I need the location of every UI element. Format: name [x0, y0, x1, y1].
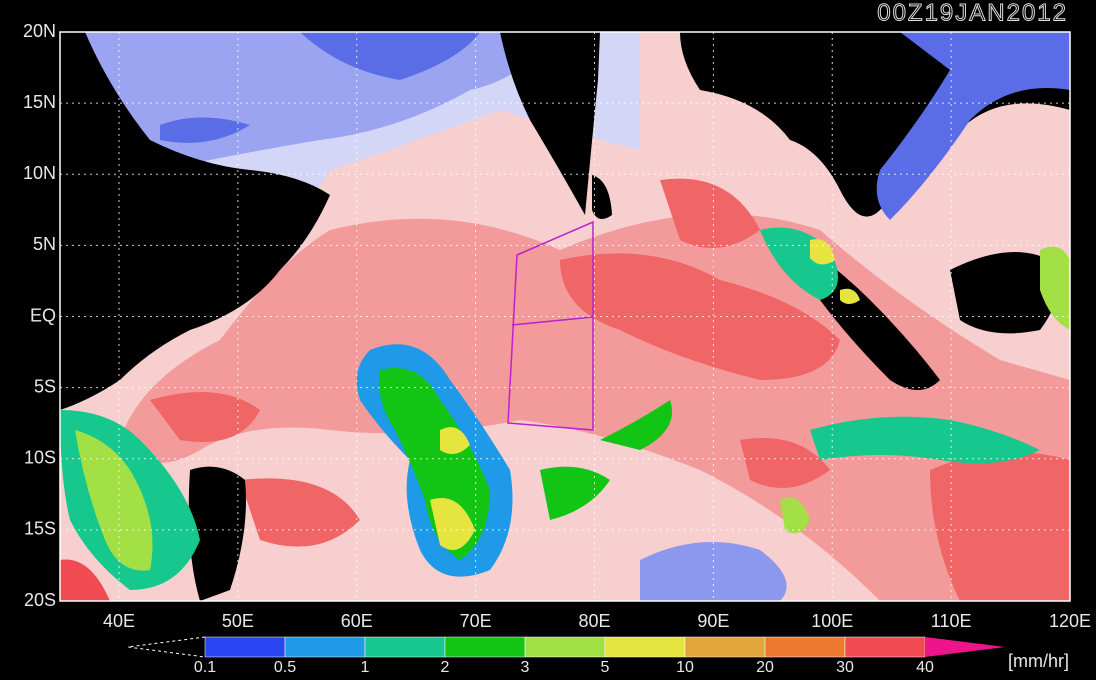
colorbar-segment: [364, 636, 446, 658]
south-china-sea: [876, 32, 1070, 220]
lat-label: 10N: [23, 163, 56, 183]
colorbar-segment: [844, 636, 926, 658]
india: [500, 32, 600, 215]
lat-label: 15S: [24, 519, 56, 539]
timestamp: 00Z19JAN2012: [877, 0, 1068, 26]
lon-label: 120E: [1049, 611, 1091, 631]
colorbar-label: 3: [521, 659, 530, 676]
colorbar-segment: [524, 636, 606, 658]
map-field: [60, 32, 1070, 601]
region-box: [507, 220, 594, 431]
lon-label: 100E: [811, 611, 853, 631]
lat-label: 5N: [33, 234, 56, 254]
under-triangle: [127, 636, 206, 658]
lat-label: EQ: [30, 305, 56, 325]
borneo: [950, 252, 1058, 334]
colorbar-label: 0.5: [274, 659, 296, 676]
colorbar-segment: [764, 636, 846, 658]
lat-label: 20N: [23, 21, 56, 41]
colorbar-unit: [mm/hr]: [1008, 651, 1069, 671]
colorbar-label: 20: [756, 659, 774, 676]
grid: [60, 32, 1070, 601]
colorbar-label: 2: [441, 659, 450, 676]
colorbar-label: 0.1: [194, 659, 216, 676]
south-blue-zone: [640, 542, 787, 601]
heavy-rain: [150, 178, 1070, 601]
lon-label: 60E: [341, 611, 373, 631]
sri-lanka: [592, 175, 612, 219]
colorbar-label: 5: [601, 659, 610, 676]
colorbar-label: 40: [916, 659, 934, 676]
colorbar-label: 10: [676, 659, 694, 676]
lat-label: 15N: [23, 92, 56, 112]
madagascar: [188, 466, 246, 601]
colorbar-segment: [284, 636, 366, 658]
lon-label: 50E: [222, 611, 254, 631]
lon-label: 80E: [578, 611, 610, 631]
convective-rain: [60, 227, 1070, 601]
colorbar-segment: [444, 636, 526, 658]
colorbar-label: 30: [836, 659, 854, 676]
lon-label: 90E: [697, 611, 729, 631]
over-triangle: [925, 637, 1005, 657]
lon-label: 70E: [460, 611, 492, 631]
lat-label: 10S: [24, 448, 56, 468]
colorbar-segment: [604, 636, 686, 658]
colorbar-segment: [684, 636, 766, 658]
lat-label: 5S: [34, 376, 56, 396]
colorbar-segment: [204, 636, 286, 658]
colorbar: 0.1 0.5 1 2 3 5 10 20 30 40: [127, 636, 1005, 676]
axis-labels: 20N 15N 10N 5N EQ 5S 10S 15S 20S 40E 50E 60E 70E 80E 9…: [23, 21, 1091, 631]
lon-label: 110E: [931, 611, 972, 631]
lat-label: 20S: [24, 590, 56, 610]
lon-label: 40E: [103, 611, 135, 631]
africa-arabia: [60, 32, 330, 410]
dark-blue-zone: [160, 32, 480, 143]
colorbar-label: 1: [361, 659, 370, 676]
